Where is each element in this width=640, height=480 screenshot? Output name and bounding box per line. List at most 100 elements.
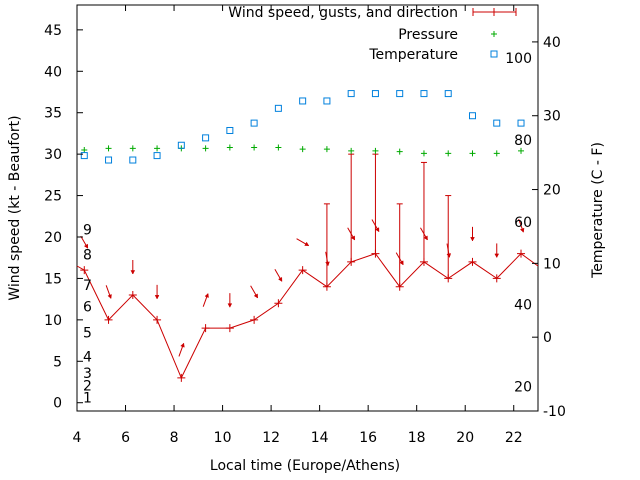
- temperature-point: [274, 104, 282, 112]
- wind-direction-arrowhead: [423, 235, 428, 241]
- pressure-point: [105, 145, 112, 152]
- wind-direction-arrowhead: [253, 293, 258, 299]
- pressure-point: [226, 144, 233, 151]
- fahrenheit-label: 20: [514, 380, 532, 396]
- y-tick-label: 30: [44, 147, 62, 163]
- pressure-point: [469, 150, 476, 157]
- pressure-point: [518, 147, 525, 154]
- wind-point: [80, 266, 89, 275]
- legend: Wind speed, gusts, and direction Pressure…: [228, 5, 517, 63]
- wind-point: [468, 257, 477, 266]
- y-tick-label: 15: [44, 271, 62, 287]
- beaufort-label: 3: [83, 366, 92, 382]
- temperature-point: [420, 90, 428, 98]
- beaufort-label: 8: [83, 247, 92, 263]
- wind-point: [250, 315, 259, 324]
- wind-point: [298, 266, 307, 275]
- y-tick-label: 45: [44, 23, 62, 39]
- temperature-point: [396, 90, 404, 98]
- pressure-point: [348, 147, 355, 154]
- y-tick-label: 0: [53, 396, 62, 412]
- pressure-point: [420, 150, 427, 157]
- wind-point: [128, 291, 137, 299]
- wind-point: [201, 324, 210, 333]
- wind-direction-arrowhead: [325, 261, 330, 267]
- x-tick-label: 12: [262, 430, 280, 446]
- wind-direction-arrowhead: [304, 241, 310, 246]
- wind-point: [444, 274, 453, 283]
- legend-label-wind: Wind speed, gusts, and direction: [228, 5, 458, 21]
- pressure-point: [202, 145, 209, 152]
- wind-direction-arrowhead: [107, 294, 112, 299]
- x-tick-label: 10: [214, 430, 232, 446]
- temperature-point: [323, 97, 331, 105]
- wind-direction-arrowhead: [130, 270, 136, 275]
- x-tick-label: 8: [170, 430, 179, 446]
- wind-point: [347, 257, 356, 266]
- wind-direction-arrowhead: [180, 342, 185, 348]
- x-tick-label: 22: [505, 430, 523, 446]
- y2-axis-label: Temperature (C - F): [590, 142, 606, 279]
- temperature-point: [371, 90, 379, 98]
- wind-direction-arrowhead: [154, 295, 160, 300]
- temperature-point: [202, 134, 210, 142]
- wind-direction-arrowhead: [227, 303, 233, 308]
- temperature-point: [444, 90, 452, 98]
- beaufort-label: 1: [83, 391, 92, 407]
- temperature-point: [468, 112, 476, 120]
- wind-direction-arrowhead: [204, 293, 209, 298]
- x-axis-label: Local time (Europe/Athens): [210, 458, 400, 474]
- wind-direction-arrowhead: [446, 253, 452, 258]
- temperature-point: [80, 152, 88, 160]
- y-tick-label: 10: [44, 313, 62, 329]
- wind-point: [419, 257, 428, 266]
- y-tick-label: 40: [44, 64, 62, 80]
- x-tick-label: 18: [408, 430, 426, 446]
- axis-layer: 4 6 8 10 12 14 16 18 20 22051015202530354045-1001…: [44, 5, 566, 446]
- wind-direction-arrowhead: [470, 237, 475, 242]
- wind-direction-arrowhead: [350, 235, 355, 241]
- x-tick-label: 20: [456, 430, 474, 446]
- x-tick-label: 6: [121, 430, 130, 446]
- pressure-point: [396, 148, 403, 155]
- wind-point: [492, 274, 501, 283]
- fahrenheit-label: 40: [514, 298, 532, 314]
- plot-frame: [76, 4, 539, 412]
- y2-tick-label: 10: [543, 256, 561, 272]
- y2-tick-label: 20: [543, 183, 561, 199]
- pressure-point: [372, 147, 379, 154]
- x-tick-label: 4: [73, 430, 82, 446]
- x-tick-label: 16: [359, 430, 377, 446]
- y-tick-label: 5: [53, 354, 62, 370]
- y2-tick-label: 40: [543, 35, 561, 51]
- wind-direction-arrowhead: [494, 253, 500, 258]
- y-tick-label: 20: [44, 230, 62, 246]
- temperature-point: [177, 141, 185, 149]
- legend-swatch-pressure: [491, 31, 497, 37]
- beaufort-label: 2: [83, 378, 92, 394]
- y-tick-label: 35: [44, 106, 62, 122]
- fahrenheit-label: 80: [514, 133, 532, 149]
- y2-tick-label: -10: [543, 404, 566, 420]
- y-tick-label: 25: [44, 189, 62, 205]
- wind-point: [274, 299, 283, 308]
- pressure-point: [493, 150, 500, 157]
- wind-direction-arrowhead: [375, 227, 380, 233]
- fahrenheit-label: 100: [505, 51, 532, 67]
- wind-point: [322, 282, 331, 291]
- pressure-point: [275, 144, 282, 151]
- series-layer: [76, 90, 539, 382]
- y-axis-label: Wind speed (kt - Beaufort): [7, 115, 23, 300]
- wind-point: [104, 315, 113, 324]
- temperature-point: [129, 156, 137, 164]
- beaufort-label: 9: [83, 223, 92, 239]
- wind-point: [177, 373, 186, 382]
- pressure-point: [445, 150, 452, 157]
- fahrenheit-label: 60: [514, 215, 532, 231]
- temperature-point: [493, 119, 501, 127]
- pressure-point: [251, 144, 258, 151]
- pressure-point: [154, 145, 161, 152]
- beaufort-label: 4: [83, 349, 92, 365]
- wind-direction-arrowhead: [519, 227, 525, 233]
